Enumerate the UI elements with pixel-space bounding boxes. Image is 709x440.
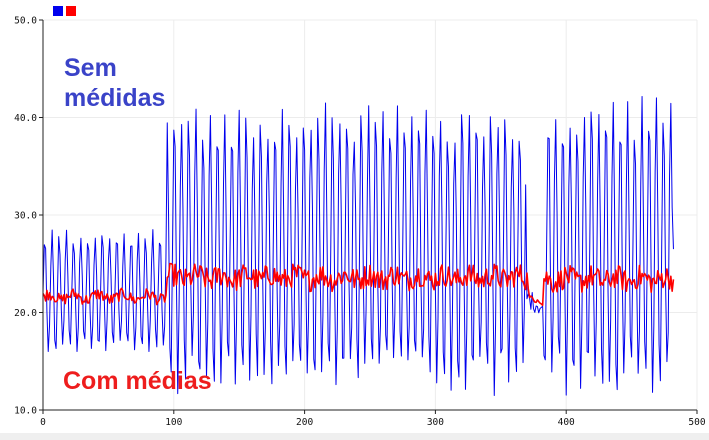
y-tick-label: 50.0 (14, 16, 37, 27)
y-tick-label: 30.0 (14, 211, 37, 222)
x-tick-label: 100 (165, 417, 182, 428)
annotation-line: médidas (64, 84, 165, 112)
annotations: Sem médidas Com médias (63, 54, 212, 395)
series-line-raw (42, 95, 674, 397)
annotation-raw: Sem médidas (64, 54, 165, 112)
x-tick-label: 300 (427, 417, 444, 428)
x-tick-label: 500 (688, 417, 705, 428)
legend-swatch-avg (66, 6, 76, 16)
series-line-avg (42, 262, 675, 307)
annotation-line: Sem (64, 54, 117, 82)
annotation-line: Com médias (63, 367, 212, 395)
annotation-avg: Com médias (63, 367, 212, 395)
x-tick-label: 400 (558, 417, 575, 428)
x-tick-label: 200 (296, 417, 313, 428)
y-tick-label: 40.0 (14, 113, 37, 124)
x-tick-label: 0 (40, 417, 46, 428)
y-tick-label: 20.0 (14, 308, 37, 319)
legend-swatch-raw (53, 6, 63, 16)
series-layer (42, 95, 675, 397)
legend (53, 6, 76, 16)
y-tick-label: 10.0 (14, 406, 37, 417)
bottom-strip (0, 433, 709, 440)
axes: 10.0 20.0 30.0 40.0 50.0 0 100 200 300 400 500 (14, 16, 706, 429)
